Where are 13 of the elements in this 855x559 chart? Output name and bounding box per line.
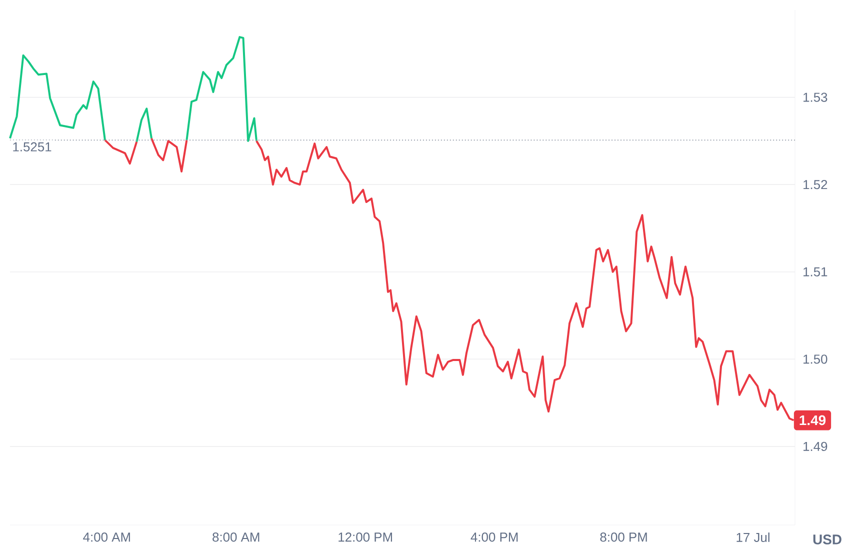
x-tick-label: 4:00 AM bbox=[83, 532, 130, 542]
x-tick-label: 4:00 PM bbox=[470, 532, 518, 542]
y-tick-label: 1.50 bbox=[804, 354, 828, 364]
y-tick-label: 1.53 bbox=[804, 92, 828, 102]
x-tick-label: 17 Jul bbox=[736, 532, 770, 542]
x-tick-label: 8:00 PM bbox=[600, 532, 647, 542]
x-tick-label: 8:00 AM bbox=[212, 532, 260, 542]
y-tick-label: 1.49 bbox=[804, 442, 828, 452]
y-tick-label: 1.52 bbox=[804, 180, 828, 190]
y-tick-label: 1.51 bbox=[804, 267, 828, 276]
ref-line-label: 1.5251 bbox=[13, 142, 52, 152]
y-axis-title: USD bbox=[813, 534, 842, 544]
x-tick-label: 12:00 PM bbox=[338, 532, 392, 542]
